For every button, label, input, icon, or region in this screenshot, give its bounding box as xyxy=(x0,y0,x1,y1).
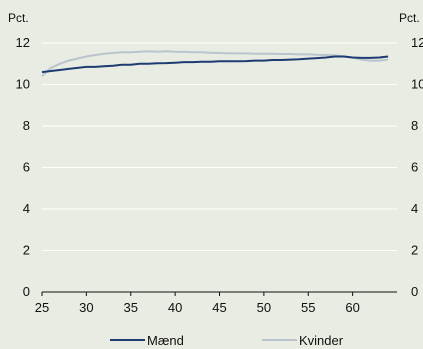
y-tick-label-left: 2 xyxy=(23,243,30,258)
left-axis-unit-label: Pct. xyxy=(8,11,29,25)
y-tick-label-left: 6 xyxy=(23,160,30,175)
series-line-mænd xyxy=(41,55,389,74)
x-tick-label: 25 xyxy=(35,300,49,315)
y-tick-label-right: 6 xyxy=(411,160,418,175)
right-y-axis: 0 2 4 6 8 10 12 xyxy=(411,35,423,299)
x-tick-label: 55 xyxy=(301,300,315,315)
series-line-kvinder xyxy=(41,50,389,77)
y-tick-label-right: 2 xyxy=(411,243,418,258)
y-tick-label-left: 10 xyxy=(16,77,30,92)
y-tick-label-left: 8 xyxy=(23,118,30,133)
left-y-axis: 0 2 4 6 8 10 12 xyxy=(16,35,30,299)
y-tick-label-left: 4 xyxy=(23,201,30,216)
legend-label-kvinder: Kvinder xyxy=(299,333,344,348)
gridlines xyxy=(42,42,397,251)
y-tick-label-right: 10 xyxy=(411,77,423,92)
x-tick-label: 30 xyxy=(79,300,93,315)
y-tick-label-right: 4 xyxy=(411,201,418,216)
y-tick-label-right: 0 xyxy=(411,284,418,299)
y-tick-label-right: 12 xyxy=(411,35,423,50)
series-lines xyxy=(41,50,389,77)
x-tick-label: 60 xyxy=(345,300,359,315)
y-tick-label-right: 8 xyxy=(411,118,418,133)
x-tick-label: 40 xyxy=(168,300,182,315)
right-axis-unit-label: Pct. xyxy=(399,11,420,25)
x-axis: 25 30 35 40 45 50 55 60 xyxy=(35,291,397,315)
legend-label-mænd: Mænd xyxy=(147,333,184,348)
x-tick-label: 35 xyxy=(124,300,138,315)
y-tick-label-left: 0 xyxy=(23,284,30,299)
x-tick-label: 50 xyxy=(257,300,271,315)
legend: Mænd Kvinder xyxy=(110,333,344,348)
y-tick-label-left: 12 xyxy=(16,35,30,50)
x-tick-label: 45 xyxy=(212,300,226,315)
